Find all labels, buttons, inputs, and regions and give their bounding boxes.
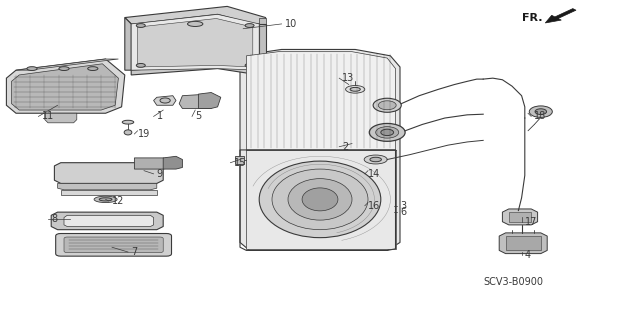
Polygon shape xyxy=(54,163,163,183)
Bar xyxy=(61,190,157,195)
Ellipse shape xyxy=(259,161,381,238)
Polygon shape xyxy=(179,94,214,108)
Text: 15: 15 xyxy=(234,158,246,168)
Text: 1: 1 xyxy=(157,111,163,122)
Text: 5: 5 xyxy=(195,111,202,122)
Ellipse shape xyxy=(376,127,399,138)
Polygon shape xyxy=(246,52,396,150)
Polygon shape xyxy=(163,156,182,169)
Polygon shape xyxy=(499,233,547,254)
Polygon shape xyxy=(259,24,266,70)
Ellipse shape xyxy=(136,63,145,67)
Ellipse shape xyxy=(27,67,37,70)
Bar xyxy=(509,212,531,222)
Ellipse shape xyxy=(381,129,394,136)
Ellipse shape xyxy=(59,67,69,70)
Text: 6: 6 xyxy=(400,207,406,217)
Polygon shape xyxy=(51,212,163,230)
Polygon shape xyxy=(16,59,118,70)
FancyBboxPatch shape xyxy=(64,237,163,253)
Text: 13: 13 xyxy=(342,73,355,83)
Text: 10: 10 xyxy=(285,19,297,29)
Text: 7: 7 xyxy=(131,247,138,257)
Polygon shape xyxy=(545,9,576,23)
Ellipse shape xyxy=(346,85,365,93)
Bar xyxy=(235,156,244,164)
Polygon shape xyxy=(125,18,131,70)
Ellipse shape xyxy=(350,87,360,91)
Polygon shape xyxy=(131,64,259,75)
Ellipse shape xyxy=(535,109,547,115)
Text: 16: 16 xyxy=(368,201,380,211)
Ellipse shape xyxy=(373,98,401,112)
Ellipse shape xyxy=(245,24,254,27)
Text: 8: 8 xyxy=(51,213,58,224)
Text: 12: 12 xyxy=(112,196,124,206)
Bar xyxy=(246,150,396,249)
Polygon shape xyxy=(138,19,253,67)
Ellipse shape xyxy=(272,169,368,230)
Ellipse shape xyxy=(529,106,552,117)
Ellipse shape xyxy=(160,98,170,103)
Text: 17: 17 xyxy=(525,217,537,227)
Text: 2: 2 xyxy=(342,142,349,152)
Bar xyxy=(506,236,541,250)
Polygon shape xyxy=(154,96,176,105)
Text: 18: 18 xyxy=(534,111,547,122)
Polygon shape xyxy=(259,18,266,24)
Ellipse shape xyxy=(88,67,98,70)
Polygon shape xyxy=(58,183,157,190)
Text: 9: 9 xyxy=(157,169,163,179)
Ellipse shape xyxy=(358,199,374,206)
Polygon shape xyxy=(134,158,170,169)
Polygon shape xyxy=(12,64,118,110)
Polygon shape xyxy=(240,49,400,250)
Text: 11: 11 xyxy=(42,111,54,122)
Polygon shape xyxy=(502,209,538,225)
Ellipse shape xyxy=(378,101,396,110)
Ellipse shape xyxy=(124,130,132,135)
Ellipse shape xyxy=(369,123,405,141)
Ellipse shape xyxy=(245,63,254,67)
Ellipse shape xyxy=(364,155,387,164)
Text: SCV3-B0900: SCV3-B0900 xyxy=(483,277,543,287)
Ellipse shape xyxy=(370,157,381,162)
FancyBboxPatch shape xyxy=(56,234,172,256)
Polygon shape xyxy=(45,113,77,123)
Ellipse shape xyxy=(302,188,338,211)
Text: FR.: FR. xyxy=(522,12,542,23)
Text: 3: 3 xyxy=(400,201,406,211)
Ellipse shape xyxy=(188,21,203,26)
Ellipse shape xyxy=(136,24,145,27)
Text: 4: 4 xyxy=(525,250,531,260)
Text: 14: 14 xyxy=(368,169,380,179)
Polygon shape xyxy=(198,93,221,108)
Ellipse shape xyxy=(122,120,134,124)
Ellipse shape xyxy=(288,179,352,220)
Ellipse shape xyxy=(99,198,112,201)
Ellipse shape xyxy=(94,196,117,203)
Polygon shape xyxy=(64,215,154,226)
Polygon shape xyxy=(6,59,125,113)
Polygon shape xyxy=(131,14,259,70)
Polygon shape xyxy=(125,6,266,24)
Text: 19: 19 xyxy=(138,129,150,139)
